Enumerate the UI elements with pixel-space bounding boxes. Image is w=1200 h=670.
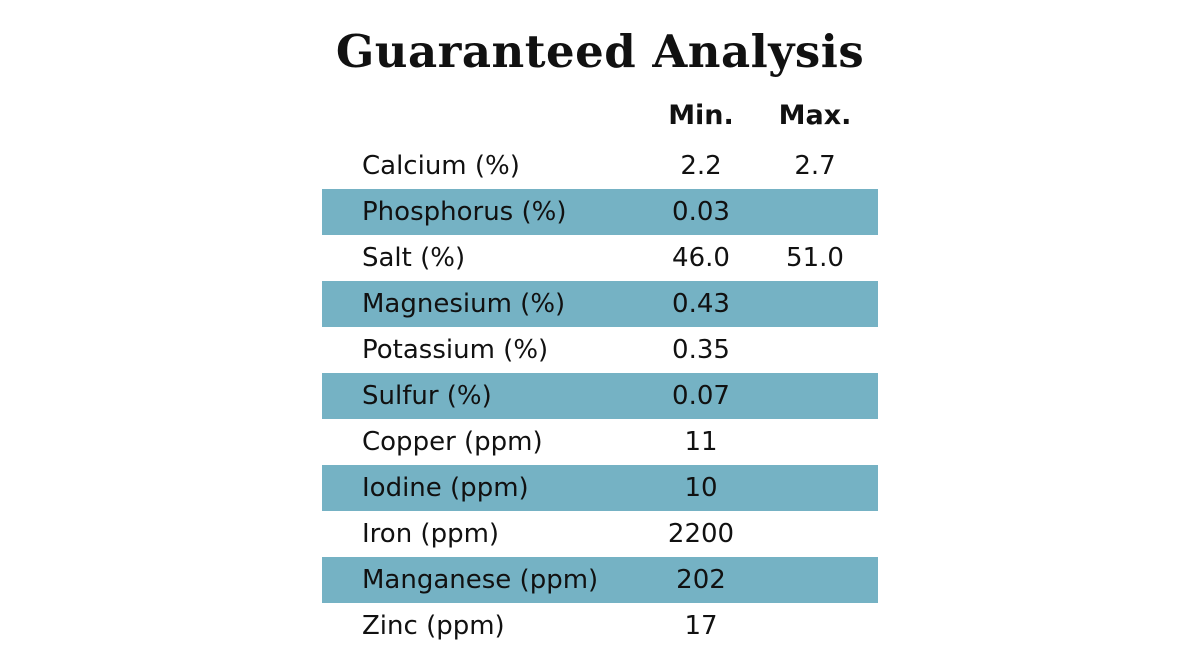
row-min-value: 10: [684, 473, 718, 503]
table-row-zinc: Zinc (ppm) 17: [322, 603, 878, 649]
table-row-phosphorus: Phosphorus (%) 0.03: [322, 189, 878, 235]
row-max-value: 2.7: [794, 151, 836, 181]
row-min-value: 0.03: [672, 197, 730, 227]
row-min-value: 0.35: [672, 335, 730, 365]
row-min-value: 202: [676, 565, 726, 595]
row-max-value: [768, 189, 862, 235]
row-name: Magnesium (%): [362, 289, 566, 319]
table-row-potassium: Potassium (%) 0.35: [322, 327, 878, 373]
table-row-copper: Copper (ppm) 11: [322, 419, 878, 465]
row-name: Calcium (%): [362, 151, 520, 181]
table-row-calcium: Calcium (%) 2.2 2.7: [322, 143, 878, 189]
table-row-manganese: Manganese (ppm) 202: [322, 557, 878, 603]
row-max-value: [768, 373, 862, 419]
row-min-value: 0.07: [672, 381, 730, 411]
row-max-value: [768, 327, 862, 373]
table-row-iron: Iron (ppm) 2200: [322, 511, 878, 557]
analysis-table: Calcium (%) 2.2 2.7 Phosphorus (%) 0.03 …: [322, 143, 878, 649]
row-name: Iodine (ppm): [362, 473, 529, 503]
table-row-sulfur: Sulfur (%) 0.07: [322, 373, 878, 419]
row-name: Zinc (ppm): [362, 611, 505, 641]
row-max-value: [768, 281, 862, 327]
row-name: Potassium (%): [362, 335, 549, 365]
row-min-value: 17: [684, 611, 718, 641]
row-name: Manganese (ppm): [362, 565, 599, 595]
row-max-value: [768, 419, 862, 465]
row-min-value: 46.0: [672, 243, 730, 273]
table-row-salt: Salt (%) 46.0 51.0: [322, 235, 878, 281]
row-name: Iron (ppm): [362, 519, 500, 549]
row-min-value: 2.2: [680, 151, 722, 181]
row-max-value: [768, 603, 862, 649]
row-max-value: [768, 511, 862, 557]
row-name: Sulfur (%): [362, 381, 492, 411]
row-max-value: [768, 465, 862, 511]
row-name: Copper (ppm): [362, 427, 543, 457]
row-name: Phosphorus (%): [362, 197, 567, 227]
row-max-value: [768, 557, 862, 603]
column-header-max: Max.: [778, 100, 852, 131]
table-row-iodine: Iodine (ppm) 10: [322, 465, 878, 511]
table-row-magnesium: Magnesium (%) 0.43: [322, 281, 878, 327]
row-min-value: 2200: [667, 519, 735, 549]
row-name: Salt (%): [362, 243, 466, 273]
column-header-min: Min.: [668, 100, 734, 131]
row-min-value: 0.43: [672, 289, 730, 319]
row-max-value: 51.0: [786, 243, 844, 273]
row-min-value: 11: [684, 427, 718, 457]
page-title: Guaranteed Analysis: [335, 25, 865, 78]
